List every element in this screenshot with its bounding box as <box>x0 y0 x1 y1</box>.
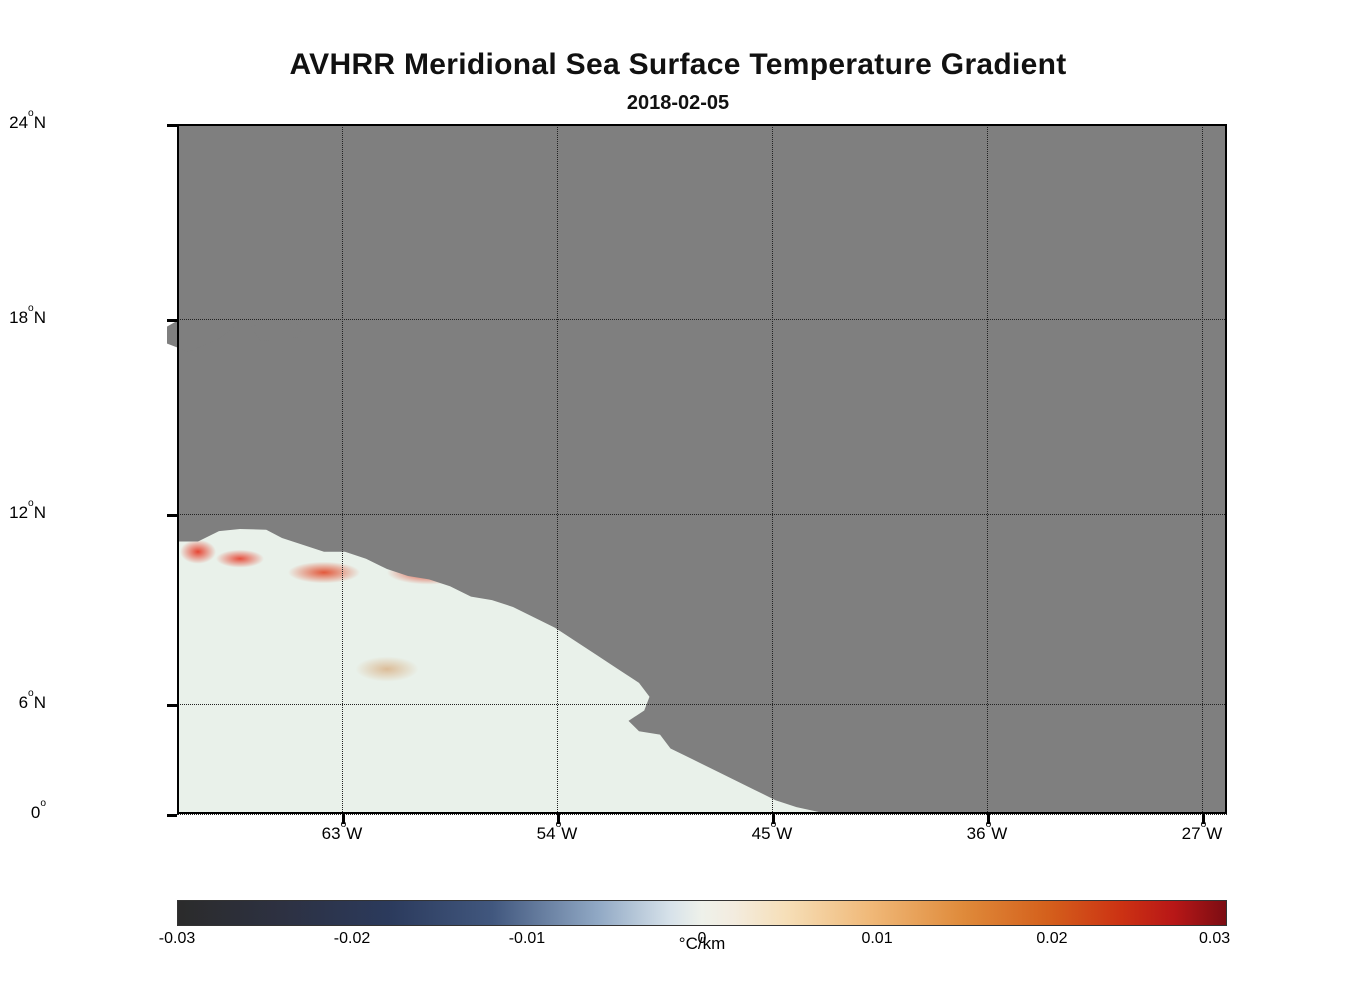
ytick-label-6n: 6oN <box>0 693 46 713</box>
ytick-18n <box>167 319 177 322</box>
xtick-label-63w: 63oW <box>322 824 363 844</box>
ytick-label-18n: 18oN <box>0 308 46 328</box>
ytick-0n <box>167 814 177 817</box>
colorbar-unit-label: °C/km <box>177 934 1227 954</box>
colorbar-container[interactable]: -0.03 -0.02 -0.01 0 0.01 0.02 0.03 °C/km <box>177 900 1227 956</box>
oh-sup: o <box>40 798 46 809</box>
oh-sup: o <box>28 108 34 119</box>
gridline-12n <box>177 514 1227 515</box>
gridline-45w <box>772 124 773 814</box>
sst-gradient-heatmap[interactable] <box>177 124 1227 814</box>
south-america-landmass <box>177 124 1227 814</box>
date-subtitle: 2018-02-05 <box>0 92 1356 115</box>
gridline-63w <box>342 124 343 814</box>
xtick-label-54w: 54oW <box>537 824 578 844</box>
colorbar-gradient[interactable] <box>177 900 1227 926</box>
gridline-24n <box>177 124 1227 125</box>
ytick-24n <box>167 124 177 127</box>
ytick-label-24n: 24oN <box>0 113 46 133</box>
ytick-6n <box>167 704 177 707</box>
ytick-12n <box>167 514 177 517</box>
xtick-label-27w: 27oW <box>1182 824 1223 844</box>
gridline-27w <box>1202 124 1203 814</box>
gridline-18n <box>177 319 1227 320</box>
gridline-6n <box>177 704 1227 705</box>
gridline-0n <box>177 814 1227 815</box>
oh-sup: o <box>28 688 34 699</box>
oh-sup: o <box>771 819 777 830</box>
oh-sup: o <box>986 819 992 830</box>
xtick-label-36w: 36oW <box>967 824 1008 844</box>
oh-sup: o <box>28 498 34 509</box>
page-title: AVHRR Meridional Sea Surface Temperature… <box>0 48 1356 82</box>
gridline-36w <box>987 124 988 814</box>
gridline-54w <box>557 124 558 814</box>
oh-sup: o <box>556 819 562 830</box>
xtick-label-45w: 45oW <box>752 824 793 844</box>
ytick-label-12n: 12oN <box>0 503 46 523</box>
oh-sup: o <box>341 819 347 830</box>
oh-sup: o <box>1201 819 1207 830</box>
oh-sup: o <box>28 303 34 314</box>
ytick-label-0n: 0o <box>0 803 46 823</box>
